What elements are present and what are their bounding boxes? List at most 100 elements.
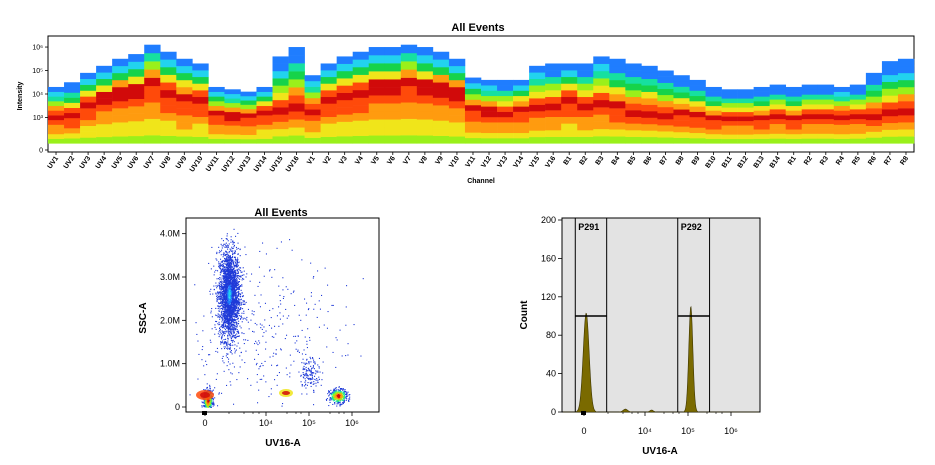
scatter-point xyxy=(209,388,211,390)
scatter-point xyxy=(240,271,242,273)
scatter-point xyxy=(306,363,308,365)
scatter-point xyxy=(237,312,239,314)
spectrum-cell-r2 xyxy=(801,138,819,144)
spectrum-cell-b2 xyxy=(577,136,594,144)
scatter-point xyxy=(234,315,236,317)
scatter-point xyxy=(219,334,221,336)
scatter-point xyxy=(224,246,226,248)
scatter-point xyxy=(229,272,231,274)
scatter-point xyxy=(340,403,342,405)
scatter-point xyxy=(233,276,235,278)
scatter-point xyxy=(228,287,230,289)
scatter-point xyxy=(236,321,238,323)
scatter-point xyxy=(341,399,343,401)
scatter-point xyxy=(231,324,233,326)
spectrum-cell-r8 xyxy=(897,58,915,67)
scatter-point xyxy=(335,394,337,396)
scatter-point xyxy=(227,328,229,330)
scatter-point xyxy=(236,325,238,327)
scatter-point xyxy=(228,323,230,325)
scatter-point xyxy=(226,293,228,295)
scatter-point xyxy=(211,399,213,401)
spectrum-cell-v6 xyxy=(384,119,402,128)
spectrum-cell-r4 xyxy=(833,96,851,102)
scatter-point xyxy=(222,281,224,283)
scatter-point xyxy=(228,311,230,313)
spectrum-cell-r7 xyxy=(881,88,899,96)
scatter-plot-frame xyxy=(185,217,380,413)
scatter-point xyxy=(218,296,220,298)
scatter-point xyxy=(236,315,238,317)
scatter-point xyxy=(231,332,233,334)
scatter-point xyxy=(237,310,239,312)
scatter-point xyxy=(230,274,232,276)
spectrum-cell-uv7 xyxy=(144,61,161,70)
spectrum-cell-v7 xyxy=(400,135,418,144)
scatter-point xyxy=(226,322,228,324)
scatter-point xyxy=(223,310,225,312)
spectrum-cell-v5 xyxy=(368,103,386,112)
scatter-point xyxy=(274,325,276,327)
scatter-point xyxy=(304,368,306,370)
scatter-point xyxy=(220,270,222,272)
scatter-point xyxy=(206,364,208,366)
scatter-point xyxy=(226,326,228,328)
scatter-point xyxy=(212,398,214,400)
spectrum-cell-v8 xyxy=(416,55,434,64)
scatter-point xyxy=(286,374,288,376)
scatter-point xyxy=(229,317,231,319)
scatter-point xyxy=(239,366,241,368)
scatter-point xyxy=(338,399,340,401)
scatter-point xyxy=(233,262,235,264)
scatter-point xyxy=(304,336,306,338)
scatter-point xyxy=(223,305,225,307)
scatter-point xyxy=(228,330,230,332)
scatter-point xyxy=(341,392,343,394)
spectrum-cell-b7 xyxy=(657,70,674,77)
scatter-point xyxy=(314,375,316,377)
scatter-point xyxy=(233,261,235,263)
scatter-point xyxy=(233,267,235,269)
spectrum-cell-uv12 xyxy=(224,98,241,104)
scatter-point xyxy=(224,267,226,269)
scatter-point xyxy=(234,282,236,284)
scatter-point xyxy=(237,284,239,286)
spectrum-cell-v14 xyxy=(513,79,530,86)
scatter-point xyxy=(320,384,322,386)
scatter-point xyxy=(219,282,221,284)
spectrum-cell-b6 xyxy=(641,104,658,112)
scatter-point xyxy=(338,394,340,396)
scatter-point xyxy=(246,273,248,275)
scatter-point xyxy=(216,285,218,287)
scatter-point xyxy=(227,304,229,306)
scatter-point xyxy=(245,254,247,256)
scatter-point xyxy=(279,294,281,296)
scatter-point xyxy=(208,405,210,407)
scatter-point xyxy=(226,279,228,281)
scatter-point xyxy=(232,256,234,258)
scatter-point xyxy=(234,337,236,339)
scatter-point xyxy=(225,341,227,343)
scatter-point xyxy=(205,400,207,402)
scatter-point xyxy=(332,389,334,391)
scatter-point xyxy=(236,316,238,318)
spectrum-cell-r1 xyxy=(785,101,803,107)
scatter-point xyxy=(342,394,344,396)
scatter-point xyxy=(276,374,278,376)
spectrum-cell-uv1 xyxy=(48,101,65,107)
scatter-point xyxy=(217,405,219,407)
scatter-point xyxy=(217,270,219,272)
scatter-point xyxy=(237,262,239,264)
scatter-point xyxy=(308,367,310,369)
scatter-point xyxy=(225,300,227,302)
scatter-point xyxy=(227,313,229,315)
scatter-point xyxy=(222,306,224,308)
spectrum-cell-b1 xyxy=(561,96,578,104)
scatter-point xyxy=(230,312,232,314)
scatter-point xyxy=(227,266,229,268)
scatter-point xyxy=(234,265,236,267)
spectrum-cell-v6 xyxy=(384,63,402,72)
spectrum-cell-v15 xyxy=(529,98,546,105)
scatter-point xyxy=(243,278,245,280)
